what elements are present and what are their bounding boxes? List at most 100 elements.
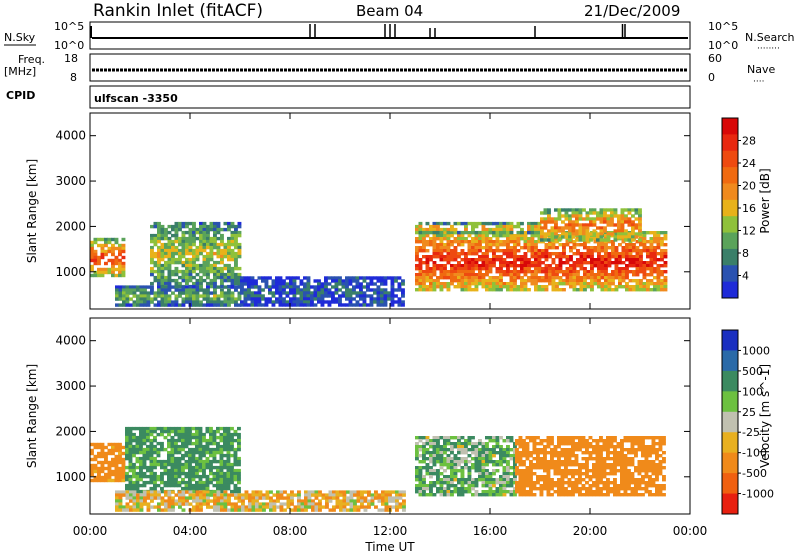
heatmap-cell <box>464 466 468 470</box>
heatmap-cell <box>149 438 154 443</box>
heatmap-cell <box>611 240 615 244</box>
heatmap-cell <box>418 490 423 494</box>
heatmap-cell <box>290 499 294 503</box>
heatmap-cell <box>390 300 395 304</box>
heatmap-cell <box>255 496 259 500</box>
heatmap-cell <box>243 282 248 286</box>
heatmap-cell <box>506 273 510 277</box>
heatmap-cell <box>227 303 231 307</box>
heatmap-cell <box>205 462 210 467</box>
heatmap-cell <box>485 270 489 274</box>
heatmap-cell <box>122 291 126 295</box>
heatmap-cell <box>278 276 283 280</box>
heatmap-cell <box>485 234 489 238</box>
heatmap-cell <box>233 429 238 434</box>
heatmap-cell <box>132 426 136 431</box>
heatmap-cell <box>597 285 601 289</box>
heatmap-cell <box>429 279 433 283</box>
heatmap-cell <box>178 490 182 494</box>
heatmap-cell <box>581 445 586 449</box>
heatmap-cell <box>432 445 437 449</box>
heatmap-cell <box>132 294 137 298</box>
heatmap-cell <box>460 243 465 247</box>
heatmap-cell <box>495 282 500 286</box>
heatmap-cell <box>285 276 290 280</box>
heatmap-cell <box>649 264 654 268</box>
heatmap-cell <box>578 466 582 470</box>
heatmap-cell <box>649 252 654 256</box>
heatmap-cell <box>307 505 312 509</box>
heatmap-cell <box>499 460 503 464</box>
heatmap-cell <box>588 469 593 473</box>
heatmap-cell <box>546 436 551 440</box>
heatmap-cell <box>641 460 645 464</box>
heatmap-cell <box>530 234 535 238</box>
heatmap-cell <box>178 254 182 259</box>
heatmap-cell <box>513 478 517 482</box>
heatmap-cell <box>467 466 472 470</box>
heatmap-cell <box>457 460 461 464</box>
heatmap-cell <box>471 261 475 265</box>
heatmap-cell <box>495 230 500 235</box>
heatmap-cell <box>202 438 206 443</box>
heatmap-cell <box>557 466 561 470</box>
heatmap-cell <box>595 442 600 446</box>
heatmap-cell <box>139 468 143 473</box>
heatmap-cell <box>150 288 154 292</box>
heatmap-cell <box>506 224 510 229</box>
heatmap-cell <box>457 264 461 268</box>
heatmap-cell <box>132 499 137 503</box>
heatmap-cell <box>418 227 423 232</box>
heatmap-cell <box>603 214 607 218</box>
heatmap-cell <box>377 493 382 497</box>
heatmap-cell <box>129 490 133 494</box>
heatmap-cell <box>513 445 517 449</box>
heatmap-cell <box>282 285 286 289</box>
heatmap-cell <box>381 490 385 494</box>
heatmap-cell <box>136 508 140 512</box>
heatmap-cell <box>184 444 189 449</box>
heatmap-cell <box>467 454 472 458</box>
heatmap-cell <box>620 484 624 488</box>
heatmap-cell <box>286 493 291 497</box>
heatmap-cell <box>513 466 517 470</box>
heatmap-cell <box>188 447 192 452</box>
heatmap-cell <box>233 462 238 467</box>
heatmap-cell <box>635 249 640 253</box>
heatmap-cell <box>467 243 472 247</box>
heatmap-cell <box>450 460 454 464</box>
heatmap-cell <box>118 261 122 266</box>
heatmap-cell <box>153 291 158 295</box>
heatmap-cell <box>265 502 270 506</box>
heatmap-cell <box>223 502 228 506</box>
heatmap-cell <box>418 481 423 485</box>
heatmap-cell <box>191 447 196 452</box>
heatmap-cell <box>380 276 384 280</box>
heatmap-cell <box>547 238 551 242</box>
heatmap-cell <box>515 451 519 455</box>
heatmap-cell <box>432 454 437 458</box>
heatmap-cell <box>571 436 575 440</box>
heatmap-cell <box>543 481 547 485</box>
heatmap-cell <box>233 438 238 443</box>
heatmap-cell <box>554 208 558 212</box>
heatmap-cell <box>195 474 199 479</box>
heatmap-cell <box>181 233 186 238</box>
heatmap-cell <box>216 285 221 289</box>
heatmap-cell <box>425 285 430 289</box>
heatmap-cell <box>205 444 210 449</box>
heatmap-cell <box>136 285 140 289</box>
heatmap-cell <box>546 493 551 497</box>
heatmap-cell <box>348 279 353 283</box>
heatmap-cell <box>219 474 224 479</box>
heatmap-cell <box>125 300 130 304</box>
heatmap-cell <box>467 484 472 488</box>
heatmap-cell <box>506 469 510 473</box>
heatmap-cell <box>279 490 284 494</box>
heatmap-cell <box>111 249 115 254</box>
heatmap-cell <box>418 439 423 443</box>
heatmap-cell <box>599 481 603 485</box>
heatmap-cell <box>562 246 566 250</box>
heatmap-cell <box>655 436 659 440</box>
heatmap-cell <box>174 230 179 235</box>
